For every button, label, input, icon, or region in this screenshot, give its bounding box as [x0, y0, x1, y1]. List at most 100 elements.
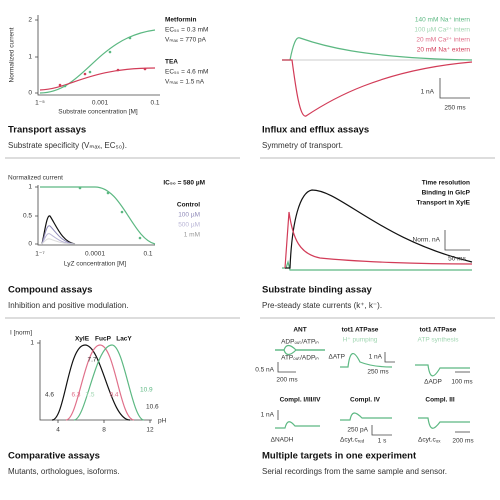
label: ΔATP [328, 354, 345, 361]
panel-title: Multiple targets in one experiment [262, 451, 417, 462]
label: 0.0001 [85, 251, 105, 258]
label: ANT [293, 327, 306, 334]
binding-chart [282, 189, 473, 271]
label: 4.6 [45, 392, 54, 399]
label: 1 mM [184, 232, 200, 239]
transport-chart [35, 15, 160, 96]
panel-description: Serial recordings from the same sample a… [262, 467, 447, 476]
panel-title: Comparative assays [8, 451, 100, 462]
panel: Substrate binding assay Pre-steady state … [262, 180, 471, 310]
label: 0 [28, 90, 32, 97]
label: ADPₒᵤₜ/ATPᵢₙ [281, 339, 319, 346]
label: 1 nA [369, 354, 383, 361]
label: Compl. I/III/IV [280, 397, 321, 404]
label: 200 ms [276, 377, 298, 384]
panel: Influx and efflux assays Symmetry of tran… [262, 17, 470, 150]
panel-description: Substrate specificity (Vₘₐₓ, EC₅₀). [8, 141, 127, 150]
label: 50 ms [448, 256, 466, 263]
panel-description: Mutants, orthologues, isoforms. [8, 467, 120, 476]
panel-title: Substrate binding assay [262, 285, 373, 296]
comparative-chart [37, 340, 152, 423]
panel: Multiple targets in one experiment Serial… [255, 327, 474, 476]
label: 4 [56, 427, 60, 434]
label: LyZ concentration [M] [64, 261, 126, 268]
panel-description: Symmetry of transport. [262, 141, 343, 150]
label: 7.5 [85, 392, 94, 399]
label: ATP synthesis [418, 337, 460, 344]
label: 10.9 [140, 387, 153, 394]
label: EC₅₀ = 0.3 mM [165, 27, 208, 34]
panel: Compound assays Inhibition and positive m… [8, 175, 205, 310]
label: Δcyt.cred [340, 437, 365, 444]
label: H⁺ pumping [343, 337, 378, 344]
label: Compl. IV [350, 397, 381, 404]
panel-title: Transport assays [8, 125, 86, 136]
label: 500 µM [178, 222, 200, 229]
label: Normalized current [8, 175, 63, 182]
panel-description: Pre-steady state currents (k⁺, k⁻). [262, 301, 382, 310]
label: 1⁻⁷ [35, 251, 45, 258]
panel-title: Compound assays [8, 285, 92, 296]
label: 0.1 [150, 100, 159, 107]
label: 140 mM Na⁺ intern [415, 17, 470, 24]
label: 1 nA [421, 89, 435, 96]
label: Control [177, 202, 200, 209]
subscript: ox [436, 439, 442, 444]
label: ΔNADH [271, 437, 294, 444]
label: 1 [30, 340, 34, 347]
dividers [5, 157, 495, 319]
subscript: red [358, 439, 365, 444]
label: 0.5 nA [255, 367, 274, 374]
label: 250 ms [367, 369, 389, 376]
label: 200 ms [452, 438, 474, 445]
compound-chart [35, 185, 156, 246]
label: Transport in XylE [417, 200, 471, 207]
label: EC₅₀ = 4.6 mM [165, 69, 208, 76]
label: 10.6 [146, 404, 159, 411]
label: Normalized current [9, 27, 16, 82]
label: Norm. nA [413, 237, 441, 244]
label: 7.7 [87, 357, 96, 364]
label: TEA [165, 59, 178, 66]
label: tot1 ATPase [342, 327, 379, 334]
multi-target-traces [275, 344, 470, 436]
panel-description: Inhibition and positive modulation. [8, 301, 129, 310]
label: XylE [75, 336, 90, 343]
label: 100 µM Ca²⁺ intern [414, 27, 470, 34]
label: 2 [28, 17, 32, 24]
label: pH [158, 418, 167, 425]
label: 12 [146, 427, 154, 434]
label: Vₘₐₓ = 1.5 nA [165, 79, 205, 86]
label: IC₅₀ = 580 µM [163, 180, 205, 187]
label: 0.1 [143, 251, 152, 258]
label: I [norm] [10, 330, 32, 337]
label: 8 [102, 427, 106, 434]
label: 1 nA [261, 412, 275, 419]
label: 250 pA [347, 427, 368, 434]
label: Binding in GlcP [422, 190, 471, 197]
label: 0.001 [92, 100, 109, 107]
label: Metformin [165, 17, 196, 24]
label: 20 mM Na⁺ extern [417, 47, 471, 54]
panel: Transport assays Substrate specificity (V… [8, 17, 208, 150]
label: 100 ms [451, 379, 473, 386]
label: Vₘₐₓ = 770 pA [165, 37, 207, 44]
label: 20 mM Ca²⁺ intern [416, 37, 470, 44]
label: tot1 ATPase [420, 327, 457, 334]
label: 100 µM [178, 212, 200, 219]
label: Compl. III [425, 397, 454, 404]
label: FucP [95, 336, 112, 343]
label: 0.5 [23, 213, 32, 220]
label: LacY [116, 336, 132, 343]
label: Substrate concentration [M] [58, 109, 138, 116]
label: 1 s [378, 438, 387, 445]
label: 250 ms [444, 105, 466, 112]
panel: Comparative assays Mutants, orthologues, … [8, 330, 167, 476]
label: 6.3 [71, 392, 80, 399]
label: Δcyt.cox [418, 437, 441, 444]
panel-title: Influx and efflux assays [262, 125, 369, 136]
label: ATPₒᵤₜ/ADPᵢₙ [281, 355, 319, 362]
label: 1⁻⁵ [35, 100, 45, 107]
